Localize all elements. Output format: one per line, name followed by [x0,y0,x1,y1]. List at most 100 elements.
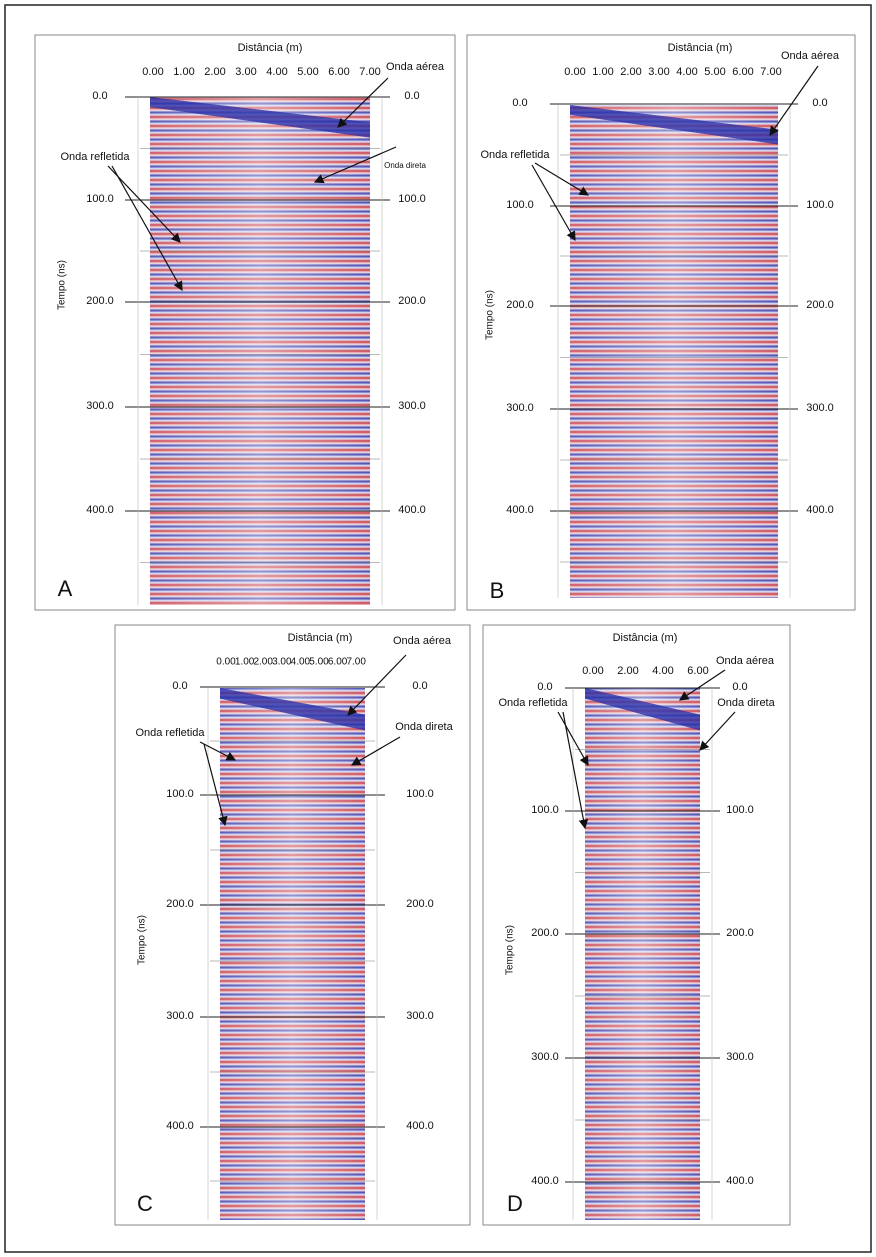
y-tick-label-right: 300.0 [726,1051,754,1063]
annotation-arrow [769,65,819,136]
y-tick-label-left: 100.0 [166,788,194,800]
annotation: Onda aérea [386,61,445,73]
y-tick-label-right: 0.0 [404,90,419,102]
y-tick-label-right: 100.0 [726,804,754,816]
y-tick-label-left: 0.0 [92,90,107,102]
radargram-shade [585,688,700,1220]
y-tick-label-right: 200.0 [406,898,434,910]
x-tick-label: 5.00 [704,66,725,78]
panel-letter: A [58,576,73,601]
radargram-arrival [220,688,365,731]
annotation-arrow [557,711,589,767]
y-tick-label-left: 100.0 [531,804,559,816]
annotation-arrow [313,146,397,184]
panel-letter: B [490,578,505,603]
x-axis-title: Distância (m) [668,42,733,54]
x-tick-label: 6.00 [732,66,753,78]
annotation: Onda direta [395,721,453,733]
annotation: Onda refletida [135,727,205,739]
y-tick-label-left: 200.0 [86,295,114,307]
radargram-shade [570,105,778,598]
annotation: Onda direta [384,161,426,170]
x-tick-label: 7.00 [760,66,781,78]
y-tick-label-left: 300.0 [86,400,114,412]
y-tick-label-right: 200.0 [806,299,834,311]
y-tick-label-left: 300.0 [531,1051,559,1063]
x-axis-title: Distância (m) [288,632,353,644]
x-tick-label: 2.00 [620,66,641,78]
annotation-arrow [562,711,589,830]
radargram-arrival [150,97,370,138]
annotation-arrow [699,711,736,751]
x-tick-label: 3.00 [235,66,256,78]
x-tick-label: 1.00 [235,657,255,668]
y-tick-label-left: 200.0 [531,927,559,939]
y-tick-label-right: 300.0 [398,400,426,412]
x-tick-label: 0.00 [216,657,236,668]
annotation: Onda refletida [480,149,550,161]
annotation: Onda aérea [716,655,775,667]
annotation: Onda refletida [60,151,130,163]
panel-letter: C [137,1191,153,1216]
x-tick-label: 4.00 [652,665,673,677]
panel-border [34,34,456,611]
annotation-arrow [199,741,237,761]
y-tick-label-left: 400.0 [166,1120,194,1132]
panel-border [466,34,856,611]
x-tick-label: 1.00 [173,66,194,78]
x-tick-label: 7.00 [359,66,380,78]
y-tick-label-right: 400.0 [406,1120,434,1132]
y-axis-title: Tempo (ns) [57,260,68,310]
panel-letter: D [507,1191,523,1216]
y-tick-label-left: 400.0 [86,504,114,516]
x-tick-label: 3.00 [272,657,292,668]
x-tick-label: 7.00 [346,657,366,668]
radargram-arrival [570,105,778,145]
annotation: Onda aérea [393,635,452,647]
y-tick-label-right: 400.0 [726,1175,754,1187]
x-tick-label: 2.00 [204,66,225,78]
y-tick-label-left: 400.0 [506,504,534,516]
annotation-arrow [534,162,590,196]
x-tick-label: 0.00 [564,66,585,78]
y-tick-label-right: 100.0 [806,199,834,211]
annotation-arrow [350,736,401,766]
y-tick-label-right: 100.0 [398,193,426,205]
x-tick-label: 1.00 [592,66,613,78]
x-tick-label: 5.00 [297,66,318,78]
x-tick-label: 4.00 [676,66,697,78]
y-tick-label-left: 200.0 [166,898,194,910]
y-axis-title: Tempo (ns) [137,915,148,965]
annotation: Onda refletida [498,697,568,709]
x-axis-title: Distância (m) [238,42,303,54]
radargram-arrival [585,688,700,731]
y-tick-label-left: 0.0 [512,97,527,109]
x-tick-label: 2.00 [617,665,638,677]
radargram-shade [220,688,365,1220]
x-tick-label: 6.00 [687,665,708,677]
radargram-shade [150,97,370,605]
annotation-arrow [679,669,726,701]
annotation-arrow [347,654,407,716]
y-tick-label-left: 400.0 [531,1175,559,1187]
y-tick-label-right: 0.0 [412,680,427,692]
y-tick-label-right: 0.0 [732,681,747,693]
annotation-arrow [337,77,389,128]
annotation-arrow [107,165,181,243]
y-axis-title: Tempo (ns) [485,290,496,340]
x-axis-title: Distância (m) [613,632,678,644]
panel-border [114,624,471,1226]
x-tick-label: 4.00 [291,657,311,668]
y-tick-label-right: 300.0 [806,402,834,414]
x-tick-label: 5.00 [309,657,329,668]
x-tick-label: 0.00 [582,665,603,677]
y-tick-label-right: 200.0 [398,295,426,307]
y-tick-label-left: 200.0 [506,299,534,311]
annotation-arrow [203,743,228,827]
x-tick-label: 3.00 [648,66,669,78]
y-tick-label-right: 400.0 [398,504,426,516]
y-tick-label-right: 400.0 [806,504,834,516]
y-tick-label-left: 300.0 [166,1010,194,1022]
y-tick-label-right: 200.0 [726,927,754,939]
